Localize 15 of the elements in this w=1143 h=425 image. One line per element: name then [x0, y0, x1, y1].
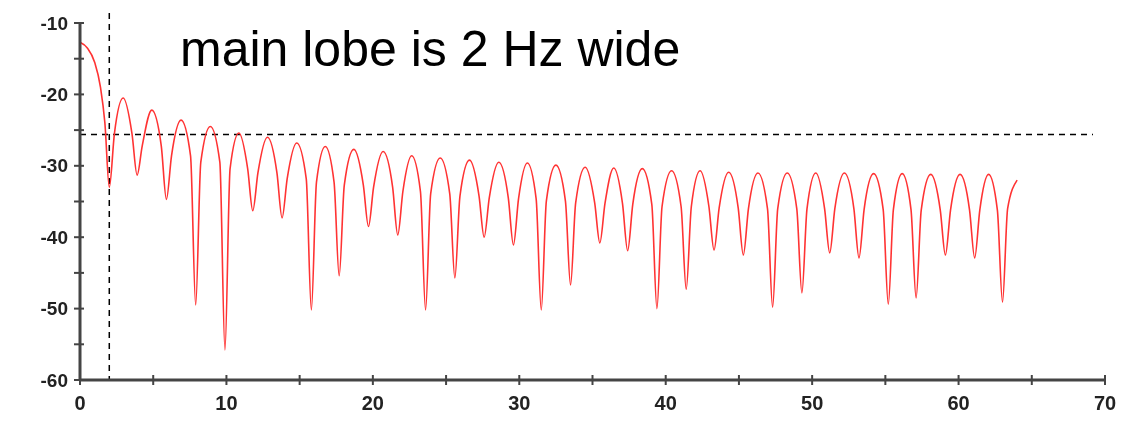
x-tick-label: 0	[74, 392, 86, 414]
x-tick-label: 60	[947, 392, 970, 414]
y-tick-label: -20	[40, 84, 68, 106]
x-tick-label: 50	[801, 392, 824, 414]
y-tick-label: -30	[40, 155, 68, 177]
x-tick-label: 10	[215, 392, 238, 414]
chart-title: main lobe is 2 Hz wide	[180, 21, 681, 77]
x-tick-label: 40	[654, 392, 677, 414]
x-tick-label: 30	[508, 392, 531, 414]
y-tick-label: -40	[40, 226, 68, 248]
y-tick-label: -50	[40, 298, 68, 320]
y-tick-label: -10	[40, 12, 68, 34]
x-tick-label: 70	[1093, 392, 1117, 414]
x-tick-label: 20	[361, 392, 384, 414]
y-tick-label: -60	[40, 369, 68, 391]
